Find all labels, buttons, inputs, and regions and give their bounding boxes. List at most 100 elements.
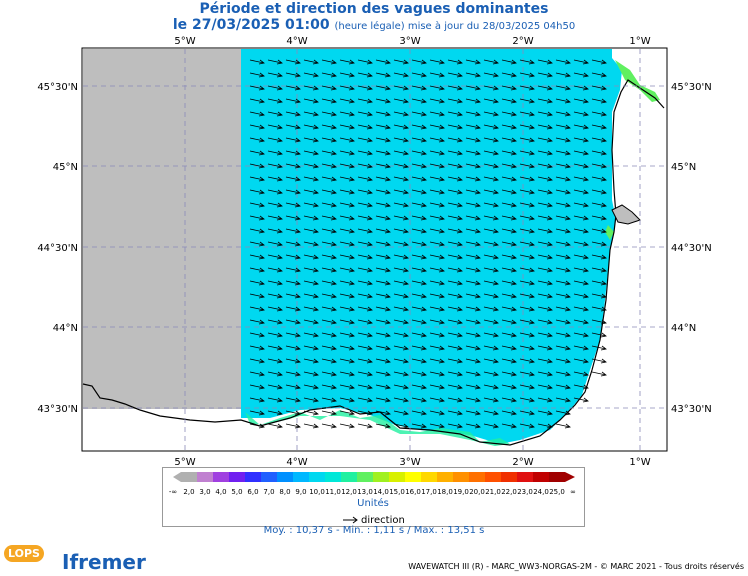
direction-arrow — [447, 137, 463, 143]
lon-label: 5°W — [174, 36, 195, 47]
direction-arrow — [465, 306, 481, 312]
direction-arrow — [483, 332, 499, 338]
direction-arrow — [555, 371, 571, 377]
direction-arrow — [303, 332, 319, 338]
direction-arrow — [375, 85, 391, 91]
direction-arrow — [339, 384, 355, 390]
direction-arrow — [483, 59, 499, 65]
direction-arrow — [303, 72, 319, 78]
direction-arrow — [339, 306, 355, 312]
legend-value: 4,0 — [215, 488, 226, 496]
direction-arrow — [465, 72, 481, 78]
direction-arrow — [357, 228, 373, 234]
direction-arrow — [573, 59, 589, 65]
direction-arrow — [447, 215, 463, 221]
direction-arrow — [519, 85, 535, 91]
direction-arrow — [393, 202, 409, 208]
direction-arrow — [249, 111, 265, 117]
direction-arrow — [483, 423, 499, 429]
direction-arrow — [303, 241, 319, 247]
direction-arrow — [465, 371, 481, 377]
direction-arrow — [285, 384, 301, 390]
direction-arrow — [447, 384, 463, 390]
direction-arrow — [393, 176, 409, 182]
legend-swatch — [213, 472, 229, 482]
lat-labels-right: 45°30'N 45°N 44°30'N 44°N 43°30'N — [671, 82, 712, 415]
direction-arrow — [519, 423, 535, 429]
direction-arrow — [573, 371, 589, 377]
direction-arrow — [519, 319, 535, 325]
direction-arrow — [321, 345, 337, 351]
direction-arrow — [375, 384, 391, 390]
direction-arrow — [429, 423, 445, 429]
direction-arrow — [357, 150, 373, 156]
direction-arrow — [555, 241, 571, 247]
lat-label: 44°30'N — [37, 243, 78, 254]
direction-arrow — [519, 332, 535, 338]
direction-arrow — [357, 72, 373, 78]
direction-arrow — [321, 358, 337, 364]
direction-arrow — [339, 371, 355, 377]
legend-value: 20,0 — [469, 488, 485, 496]
direction-arrow — [393, 254, 409, 260]
direction-arrow — [429, 98, 445, 104]
legend-swatch — [533, 472, 549, 482]
direction-arrow — [249, 358, 265, 364]
direction-arrow — [573, 228, 589, 234]
direction-arrow — [537, 332, 553, 338]
direction-arrow — [555, 267, 571, 273]
direction-arrow — [501, 150, 517, 156]
direction-arrow — [573, 72, 589, 78]
direction-arrow — [501, 124, 517, 130]
direction-arrow — [303, 189, 319, 195]
direction-arrow — [555, 137, 571, 143]
direction-arrow — [393, 228, 409, 234]
direction-arrow — [519, 150, 535, 156]
direction-arrow — [249, 150, 265, 156]
legend-value: 18,0 — [437, 488, 453, 496]
direction-arrow — [321, 150, 337, 156]
direction-arrow — [483, 319, 499, 325]
direction-arrow — [285, 72, 301, 78]
direction-arrow — [501, 267, 517, 273]
direction-arrow — [303, 384, 319, 390]
direction-arrow — [429, 254, 445, 260]
legend-swatch — [181, 472, 197, 482]
direction-arrow — [357, 345, 373, 351]
direction-arrow — [519, 397, 535, 403]
direction-arrow — [375, 254, 391, 260]
direction-arrow — [357, 98, 373, 104]
direction-arrow — [339, 358, 355, 364]
direction-arrow — [483, 163, 499, 169]
direction-arrow — [591, 59, 607, 65]
lat-label: 44°N — [671, 323, 696, 334]
legend-swatch — [405, 472, 421, 482]
direction-arrow — [501, 345, 517, 351]
direction-arrow — [285, 267, 301, 273]
direction-arrow — [483, 358, 499, 364]
direction-arrow — [303, 150, 319, 156]
legend-value: -∞ — [169, 488, 177, 496]
direction-arrow — [447, 397, 463, 403]
direction-arrow — [339, 215, 355, 221]
direction-arrow — [411, 384, 427, 390]
direction-arrow — [393, 280, 409, 286]
direction-arrow — [573, 189, 589, 195]
direction-arrow — [411, 423, 427, 429]
direction-arrow — [465, 228, 481, 234]
direction-arrow — [339, 150, 355, 156]
direction-arrow — [339, 176, 355, 182]
direction-arrow — [591, 202, 607, 208]
lon-label: 3°W — [399, 457, 420, 468]
direction-arrow — [555, 384, 571, 390]
direction-arrow — [375, 176, 391, 182]
lon-label: 4°W — [286, 36, 307, 47]
direction-arrow — [393, 215, 409, 221]
direction-arrow — [483, 410, 499, 416]
direction-arrow — [465, 124, 481, 130]
direction-arrow — [393, 85, 409, 91]
direction-arrow — [591, 176, 607, 182]
direction-arrow — [429, 280, 445, 286]
direction-arrow — [321, 293, 337, 299]
direction-arrow — [303, 280, 319, 286]
